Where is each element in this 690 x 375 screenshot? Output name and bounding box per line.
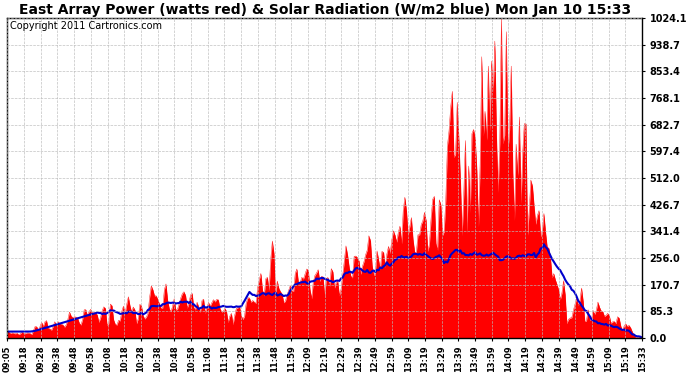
Text: Copyright 2011 Cartronics.com: Copyright 2011 Cartronics.com — [10, 21, 162, 31]
Title: East Array Power (watts red) & Solar Radiation (W/m2 blue) Mon Jan 10 15:33: East Array Power (watts red) & Solar Rad… — [19, 3, 631, 17]
